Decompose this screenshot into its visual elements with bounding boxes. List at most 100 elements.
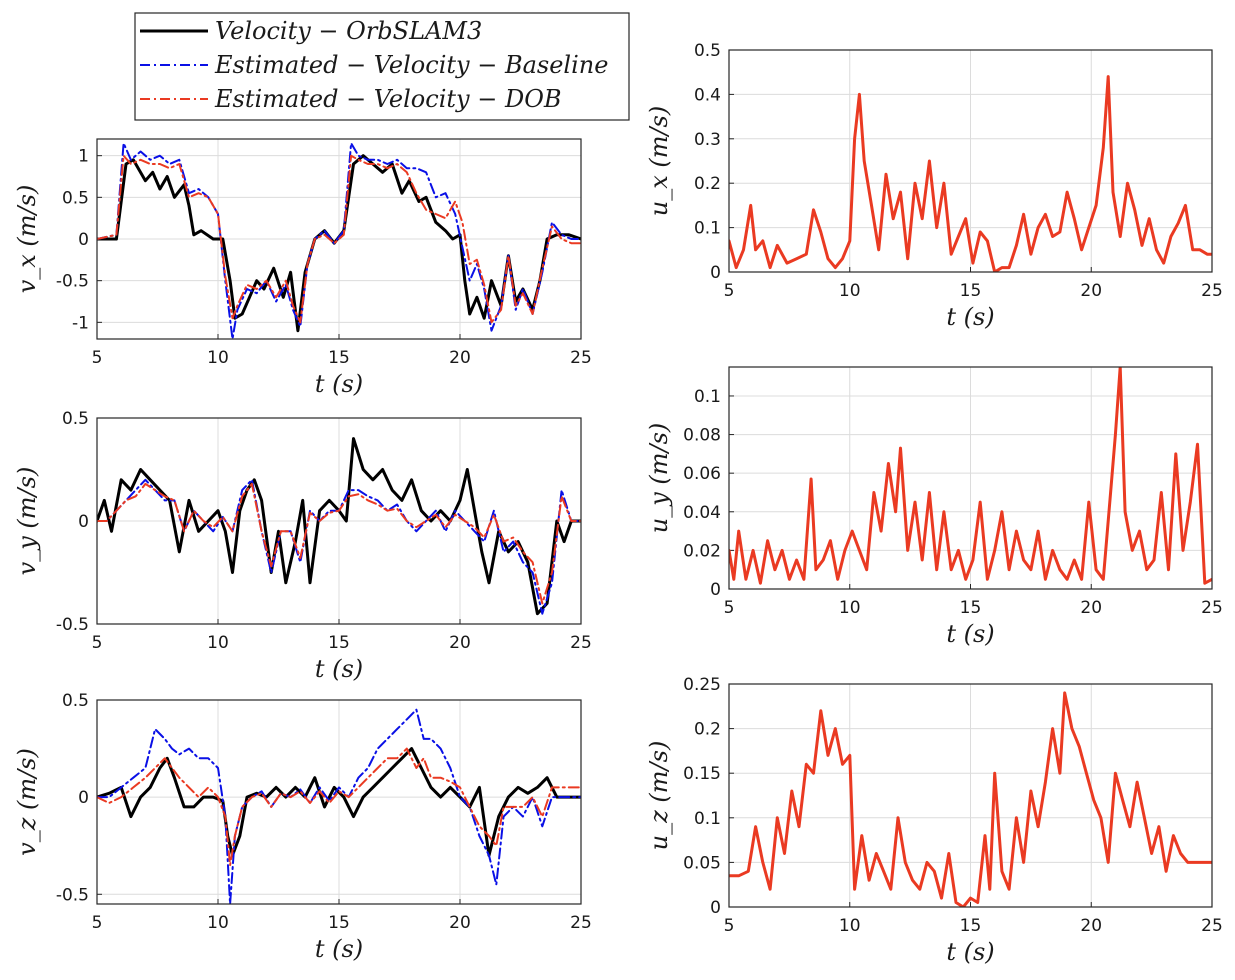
ux-xtick-label: 5 bbox=[724, 281, 735, 301]
vx-ytick-label: 0.5 bbox=[62, 188, 89, 208]
uz-xtick-label: 15 bbox=[960, 916, 982, 936]
uz-ytick-label: 0 bbox=[710, 898, 721, 918]
uy-xtick-label: 20 bbox=[1080, 598, 1102, 618]
vy-ylabel: v_y (m/s) bbox=[13, 467, 41, 576]
vz-series-velocity-orbslam3 bbox=[97, 747, 581, 857]
vz-ytick-label: -0.5 bbox=[56, 885, 89, 905]
vz-xtick-label: 15 bbox=[328, 913, 350, 933]
plot-vy: 5 10 15 20 25 -0.5 0 0.5 t (s) v_y (m/s) bbox=[13, 409, 592, 683]
ux-xtick-label: 15 bbox=[960, 281, 982, 301]
uz-xlabel: t (s) bbox=[946, 938, 994, 966]
uy-axes-frame bbox=[728, 366, 1213, 590]
plot-vx: 5 10 15 20 25 -1 -0.5 0 0.5 1 t (s) v_x (m/s) bbox=[13, 138, 592, 398]
vz-xtick-label: 5 bbox=[92, 913, 103, 933]
legend-label-orbslam3: Velocity − OrbSLAM3 bbox=[215, 17, 482, 45]
uy-xtick-label: 5 bbox=[724, 598, 735, 618]
vy-ytick-label: 0 bbox=[78, 512, 89, 532]
uy-ytick-label: 0.02 bbox=[683, 541, 721, 561]
ux-axes-frame bbox=[728, 49, 1213, 273]
vx-series-group bbox=[97, 142, 581, 339]
vx-xlabel: t (s) bbox=[315, 370, 363, 398]
vx-xtick-label: 10 bbox=[207, 348, 229, 368]
uy-ytick-label: 0.04 bbox=[683, 503, 721, 523]
uz-xtick-label: 20 bbox=[1080, 916, 1102, 936]
uz-ytick-label: 0.15 bbox=[683, 764, 721, 784]
vx-axes-frame bbox=[96, 138, 582, 340]
uz-xtick-label: 5 bbox=[724, 916, 735, 936]
ux-ytick-label: 0.3 bbox=[694, 130, 721, 150]
ux-ytick-label: 0.1 bbox=[694, 219, 721, 239]
vz-series-estimated-velocity-dob bbox=[97, 747, 581, 867]
vx-ytick-label: -1 bbox=[72, 313, 89, 333]
vx-series-estimated-velocity-dob bbox=[97, 154, 581, 324]
vy-axes-frame bbox=[96, 417, 582, 625]
vz-ylabel: v_z (m/s) bbox=[13, 748, 41, 856]
vy-ytick-label: 0.5 bbox=[62, 409, 89, 429]
uy-ytick-label: 0.06 bbox=[683, 464, 721, 484]
vy-series-group bbox=[97, 437, 581, 616]
vz-ytick-label: 0 bbox=[78, 788, 89, 808]
vx-ytick-label: -0.5 bbox=[56, 272, 89, 292]
vy-series-estimated-velocity-dob bbox=[97, 482, 581, 605]
vz-xlabel: t (s) bbox=[315, 935, 363, 963]
legend-box bbox=[134, 12, 630, 121]
uy-xlabel: t (s) bbox=[946, 620, 994, 648]
uy-xtick-label: 10 bbox=[839, 598, 861, 618]
legend-label-dob: Estimated − Velocity − DOB bbox=[214, 85, 562, 113]
legend: Velocity − OrbSLAM3 Estimated − Velocity… bbox=[134, 12, 630, 121]
vx-xtick-label: 25 bbox=[570, 348, 592, 368]
ux-ytick-label: 0.5 bbox=[694, 41, 721, 61]
vz-xtick-label: 25 bbox=[570, 913, 592, 933]
vy-series-velocity-orbslam3 bbox=[97, 437, 581, 616]
ux-series-u-x bbox=[729, 75, 1212, 272]
uy-ytick-label: 0.1 bbox=[694, 387, 721, 407]
ux-xtick-label: 25 bbox=[1201, 281, 1223, 301]
uy-xtick-label: 15 bbox=[960, 598, 982, 618]
vy-xtick-label: 15 bbox=[328, 633, 350, 653]
legend-label-baseline: Estimated − Velocity − Baseline bbox=[214, 51, 608, 79]
vy-xtick-label: 10 bbox=[207, 633, 229, 653]
plot-ux: 5 10 15 20 25 0 0.1 0.2 0.3 0.4 0.5 t (s) u_x (m/s) bbox=[645, 41, 1223, 331]
vz-series-estimated-velocity-baseline bbox=[97, 708, 581, 904]
uz-xtick-label: 10 bbox=[839, 916, 861, 936]
ux-series-group bbox=[729, 75, 1212, 272]
plot-uy: 5 10 15 20 25 0 0.02 0.04 0.06 0.08 0.1 t (s) u_y (m… bbox=[645, 366, 1223, 648]
vz-ytick-label: 0.5 bbox=[62, 691, 89, 711]
vx-xtick-label: 20 bbox=[449, 348, 471, 368]
vx-ylabel: v_x (m/s) bbox=[13, 185, 41, 294]
vx-xtick-label: 5 bbox=[92, 348, 103, 368]
vy-xtick-label: 20 bbox=[449, 633, 471, 653]
uz-ytick-label: 0.2 bbox=[694, 720, 721, 740]
uz-ylabel: u_z (m/s) bbox=[645, 741, 673, 851]
uy-xtick-label: 25 bbox=[1201, 598, 1223, 618]
vz-series-group bbox=[97, 708, 581, 904]
uz-series-group bbox=[729, 691, 1212, 907]
uz-xtick-label: 25 bbox=[1201, 916, 1223, 936]
vz-axes-frame bbox=[96, 699, 582, 905]
uy-ylabel: u_y (m/s) bbox=[645, 423, 673, 534]
vy-xtick-label: 5 bbox=[92, 633, 103, 653]
vx-ytick-label: 0 bbox=[78, 230, 89, 250]
vx-ytick-label: 1 bbox=[78, 147, 89, 167]
ux-xtick-label: 10 bbox=[839, 281, 861, 301]
plot-vz: 5 10 15 20 25 -0.5 0 0.5 t (s) v_z (m/s) bbox=[13, 691, 592, 963]
uz-ytick-label: 0.25 bbox=[683, 675, 721, 695]
ux-xtick-label: 20 bbox=[1080, 281, 1102, 301]
vx-xtick-label: 15 bbox=[328, 348, 350, 368]
uy-ytick-label: 0.08 bbox=[683, 426, 721, 446]
plot-uz: 5 10 15 20 25 0 0.05 0.1 0.15 0.2 0.25 t (s) u_z (m/… bbox=[645, 675, 1223, 966]
ux-xlabel: t (s) bbox=[946, 303, 994, 331]
uz-ytick-label: 0.05 bbox=[683, 853, 721, 873]
uz-series-u-z bbox=[729, 691, 1212, 907]
ux-ytick-label: 0.2 bbox=[694, 174, 721, 194]
vz-xtick-label: 10 bbox=[207, 913, 229, 933]
vy-xtick-label: 25 bbox=[570, 633, 592, 653]
uz-ytick-label: 0.1 bbox=[694, 809, 721, 829]
uy-series-group bbox=[729, 367, 1212, 585]
uy-series-u-y bbox=[729, 367, 1212, 585]
vz-xtick-label: 20 bbox=[449, 913, 471, 933]
vy-xlabel: t (s) bbox=[315, 655, 363, 683]
ux-ylabel: u_x (m/s) bbox=[645, 106, 673, 217]
